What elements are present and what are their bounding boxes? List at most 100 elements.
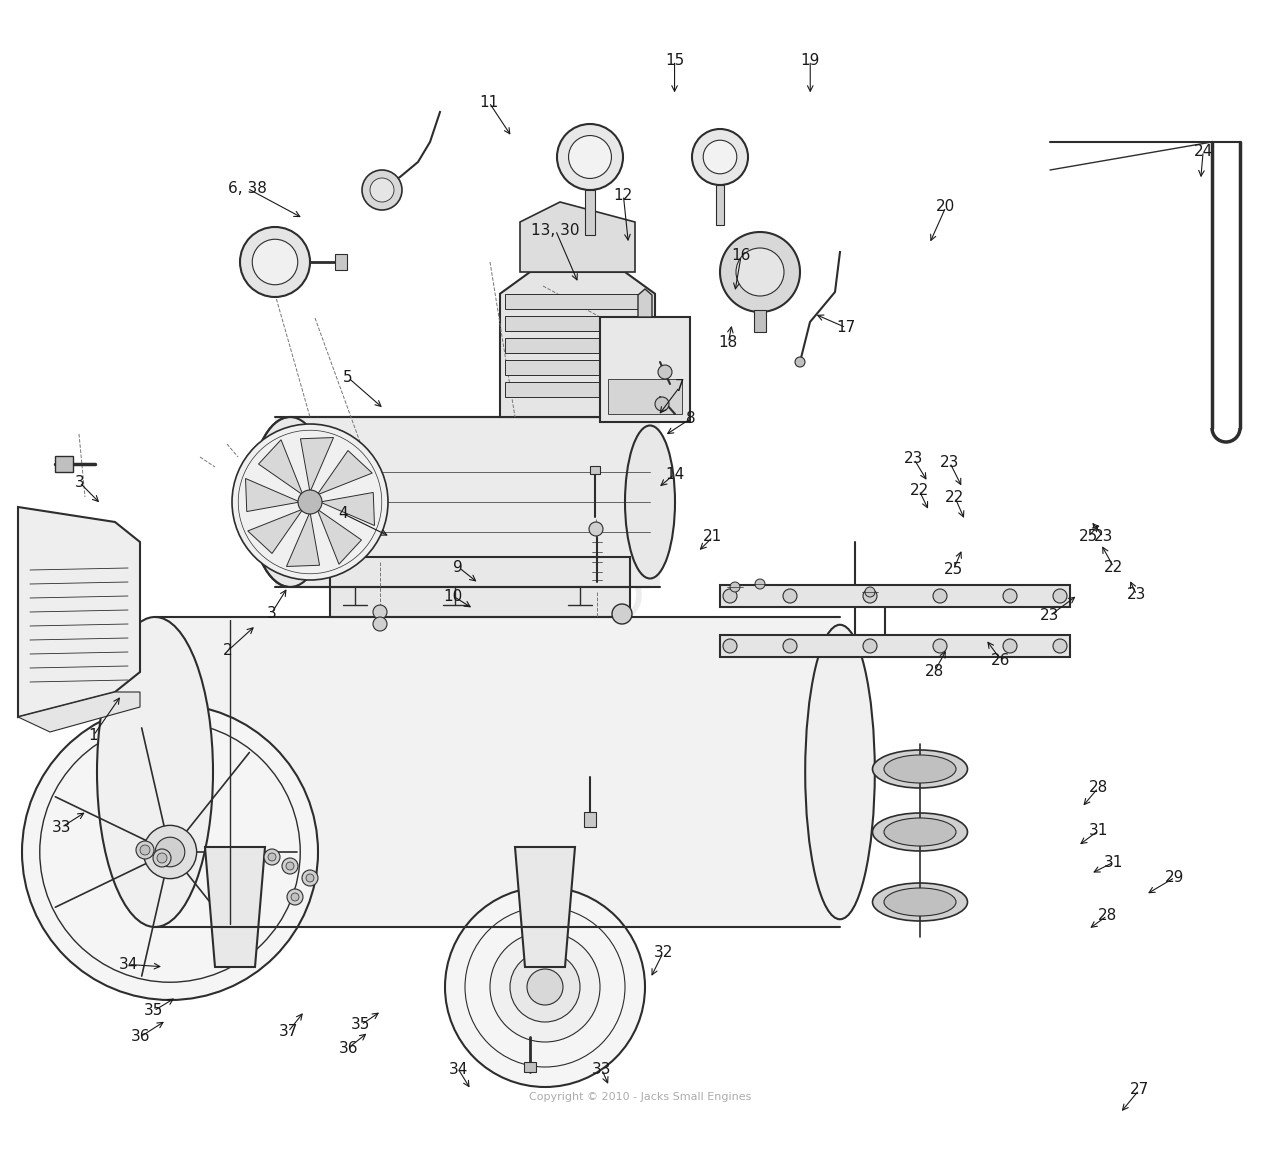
Circle shape	[298, 490, 323, 514]
Text: 18: 18	[718, 336, 739, 350]
Text: 37: 37	[278, 1025, 298, 1039]
Ellipse shape	[873, 883, 968, 921]
Circle shape	[302, 870, 317, 885]
Polygon shape	[205, 847, 265, 967]
Text: 3: 3	[74, 475, 84, 489]
Ellipse shape	[873, 749, 968, 788]
Circle shape	[589, 522, 603, 536]
Text: 5: 5	[343, 371, 353, 385]
Polygon shape	[259, 439, 303, 495]
Text: 29: 29	[1165, 870, 1185, 884]
Text: 22: 22	[909, 483, 929, 497]
Polygon shape	[301, 438, 334, 492]
Ellipse shape	[884, 755, 956, 783]
Circle shape	[612, 604, 632, 624]
Circle shape	[568, 136, 612, 179]
Bar	[716, 185, 724, 225]
Text: 25: 25	[1078, 530, 1098, 544]
Text: 16: 16	[731, 249, 751, 263]
Text: 9: 9	[453, 560, 463, 574]
Text: SMALL ENGINES: SMALL ENGINES	[324, 633, 677, 670]
Ellipse shape	[250, 417, 330, 587]
Text: 12: 12	[613, 188, 634, 202]
Text: 33: 33	[591, 1062, 612, 1076]
Circle shape	[703, 141, 737, 174]
Text: 3: 3	[266, 607, 276, 621]
Circle shape	[143, 825, 197, 878]
Circle shape	[1004, 639, 1018, 653]
Circle shape	[465, 908, 625, 1067]
Circle shape	[268, 853, 276, 861]
Circle shape	[527, 969, 563, 1005]
Polygon shape	[515, 847, 575, 967]
Bar	[585, 191, 595, 235]
Circle shape	[863, 589, 877, 603]
Text: 23: 23	[1039, 609, 1060, 623]
Text: 1: 1	[88, 729, 99, 743]
Bar	[584, 812, 596, 827]
Text: 17: 17	[836, 321, 856, 335]
Text: 10: 10	[443, 589, 463, 603]
Bar	[590, 466, 600, 474]
Circle shape	[1004, 589, 1018, 603]
Ellipse shape	[97, 617, 212, 927]
Circle shape	[795, 357, 805, 367]
Text: 35: 35	[143, 1004, 164, 1018]
Circle shape	[372, 605, 387, 619]
Text: 2: 2	[223, 644, 233, 658]
Text: 32: 32	[653, 946, 673, 960]
Circle shape	[136, 841, 154, 859]
Text: 28: 28	[1097, 909, 1117, 923]
Circle shape	[721, 232, 800, 313]
Ellipse shape	[884, 818, 956, 846]
Text: 35: 35	[351, 1018, 371, 1032]
Text: 15: 15	[664, 53, 685, 67]
Circle shape	[40, 722, 301, 982]
Ellipse shape	[884, 888, 956, 916]
Circle shape	[755, 579, 765, 589]
Polygon shape	[155, 617, 840, 927]
Bar	[754, 310, 765, 332]
Text: 34: 34	[118, 957, 138, 971]
Circle shape	[157, 853, 166, 863]
Bar	[330, 557, 630, 617]
Ellipse shape	[805, 625, 874, 919]
Bar	[506, 382, 650, 397]
Text: 36: 36	[131, 1030, 151, 1043]
Circle shape	[362, 170, 402, 210]
Text: 23: 23	[1093, 530, 1114, 544]
Text: 14: 14	[664, 467, 685, 481]
Circle shape	[155, 837, 184, 867]
Circle shape	[736, 248, 785, 296]
Circle shape	[933, 589, 947, 603]
Circle shape	[865, 587, 876, 597]
Circle shape	[445, 887, 645, 1086]
Text: 7: 7	[675, 380, 685, 394]
Circle shape	[241, 227, 310, 297]
Circle shape	[370, 178, 394, 202]
Text: 28: 28	[1088, 781, 1108, 795]
Circle shape	[22, 704, 317, 1000]
Text: 27: 27	[1129, 1083, 1149, 1097]
Text: 11: 11	[479, 95, 499, 109]
Polygon shape	[320, 493, 375, 525]
Polygon shape	[18, 693, 140, 732]
Circle shape	[557, 124, 623, 191]
Text: 34: 34	[448, 1062, 468, 1076]
Text: 22: 22	[945, 490, 965, 504]
Circle shape	[264, 849, 280, 865]
Circle shape	[238, 430, 381, 574]
Bar	[608, 379, 682, 414]
Bar	[506, 316, 650, 331]
Text: 26: 26	[991, 653, 1011, 667]
Circle shape	[1053, 639, 1068, 653]
Circle shape	[306, 874, 314, 882]
Ellipse shape	[625, 425, 675, 579]
Text: 20: 20	[936, 200, 956, 214]
Text: 36: 36	[338, 1041, 358, 1055]
Circle shape	[730, 582, 740, 591]
Polygon shape	[520, 202, 635, 272]
Circle shape	[287, 889, 303, 905]
Bar	[506, 360, 650, 375]
Polygon shape	[500, 272, 655, 417]
